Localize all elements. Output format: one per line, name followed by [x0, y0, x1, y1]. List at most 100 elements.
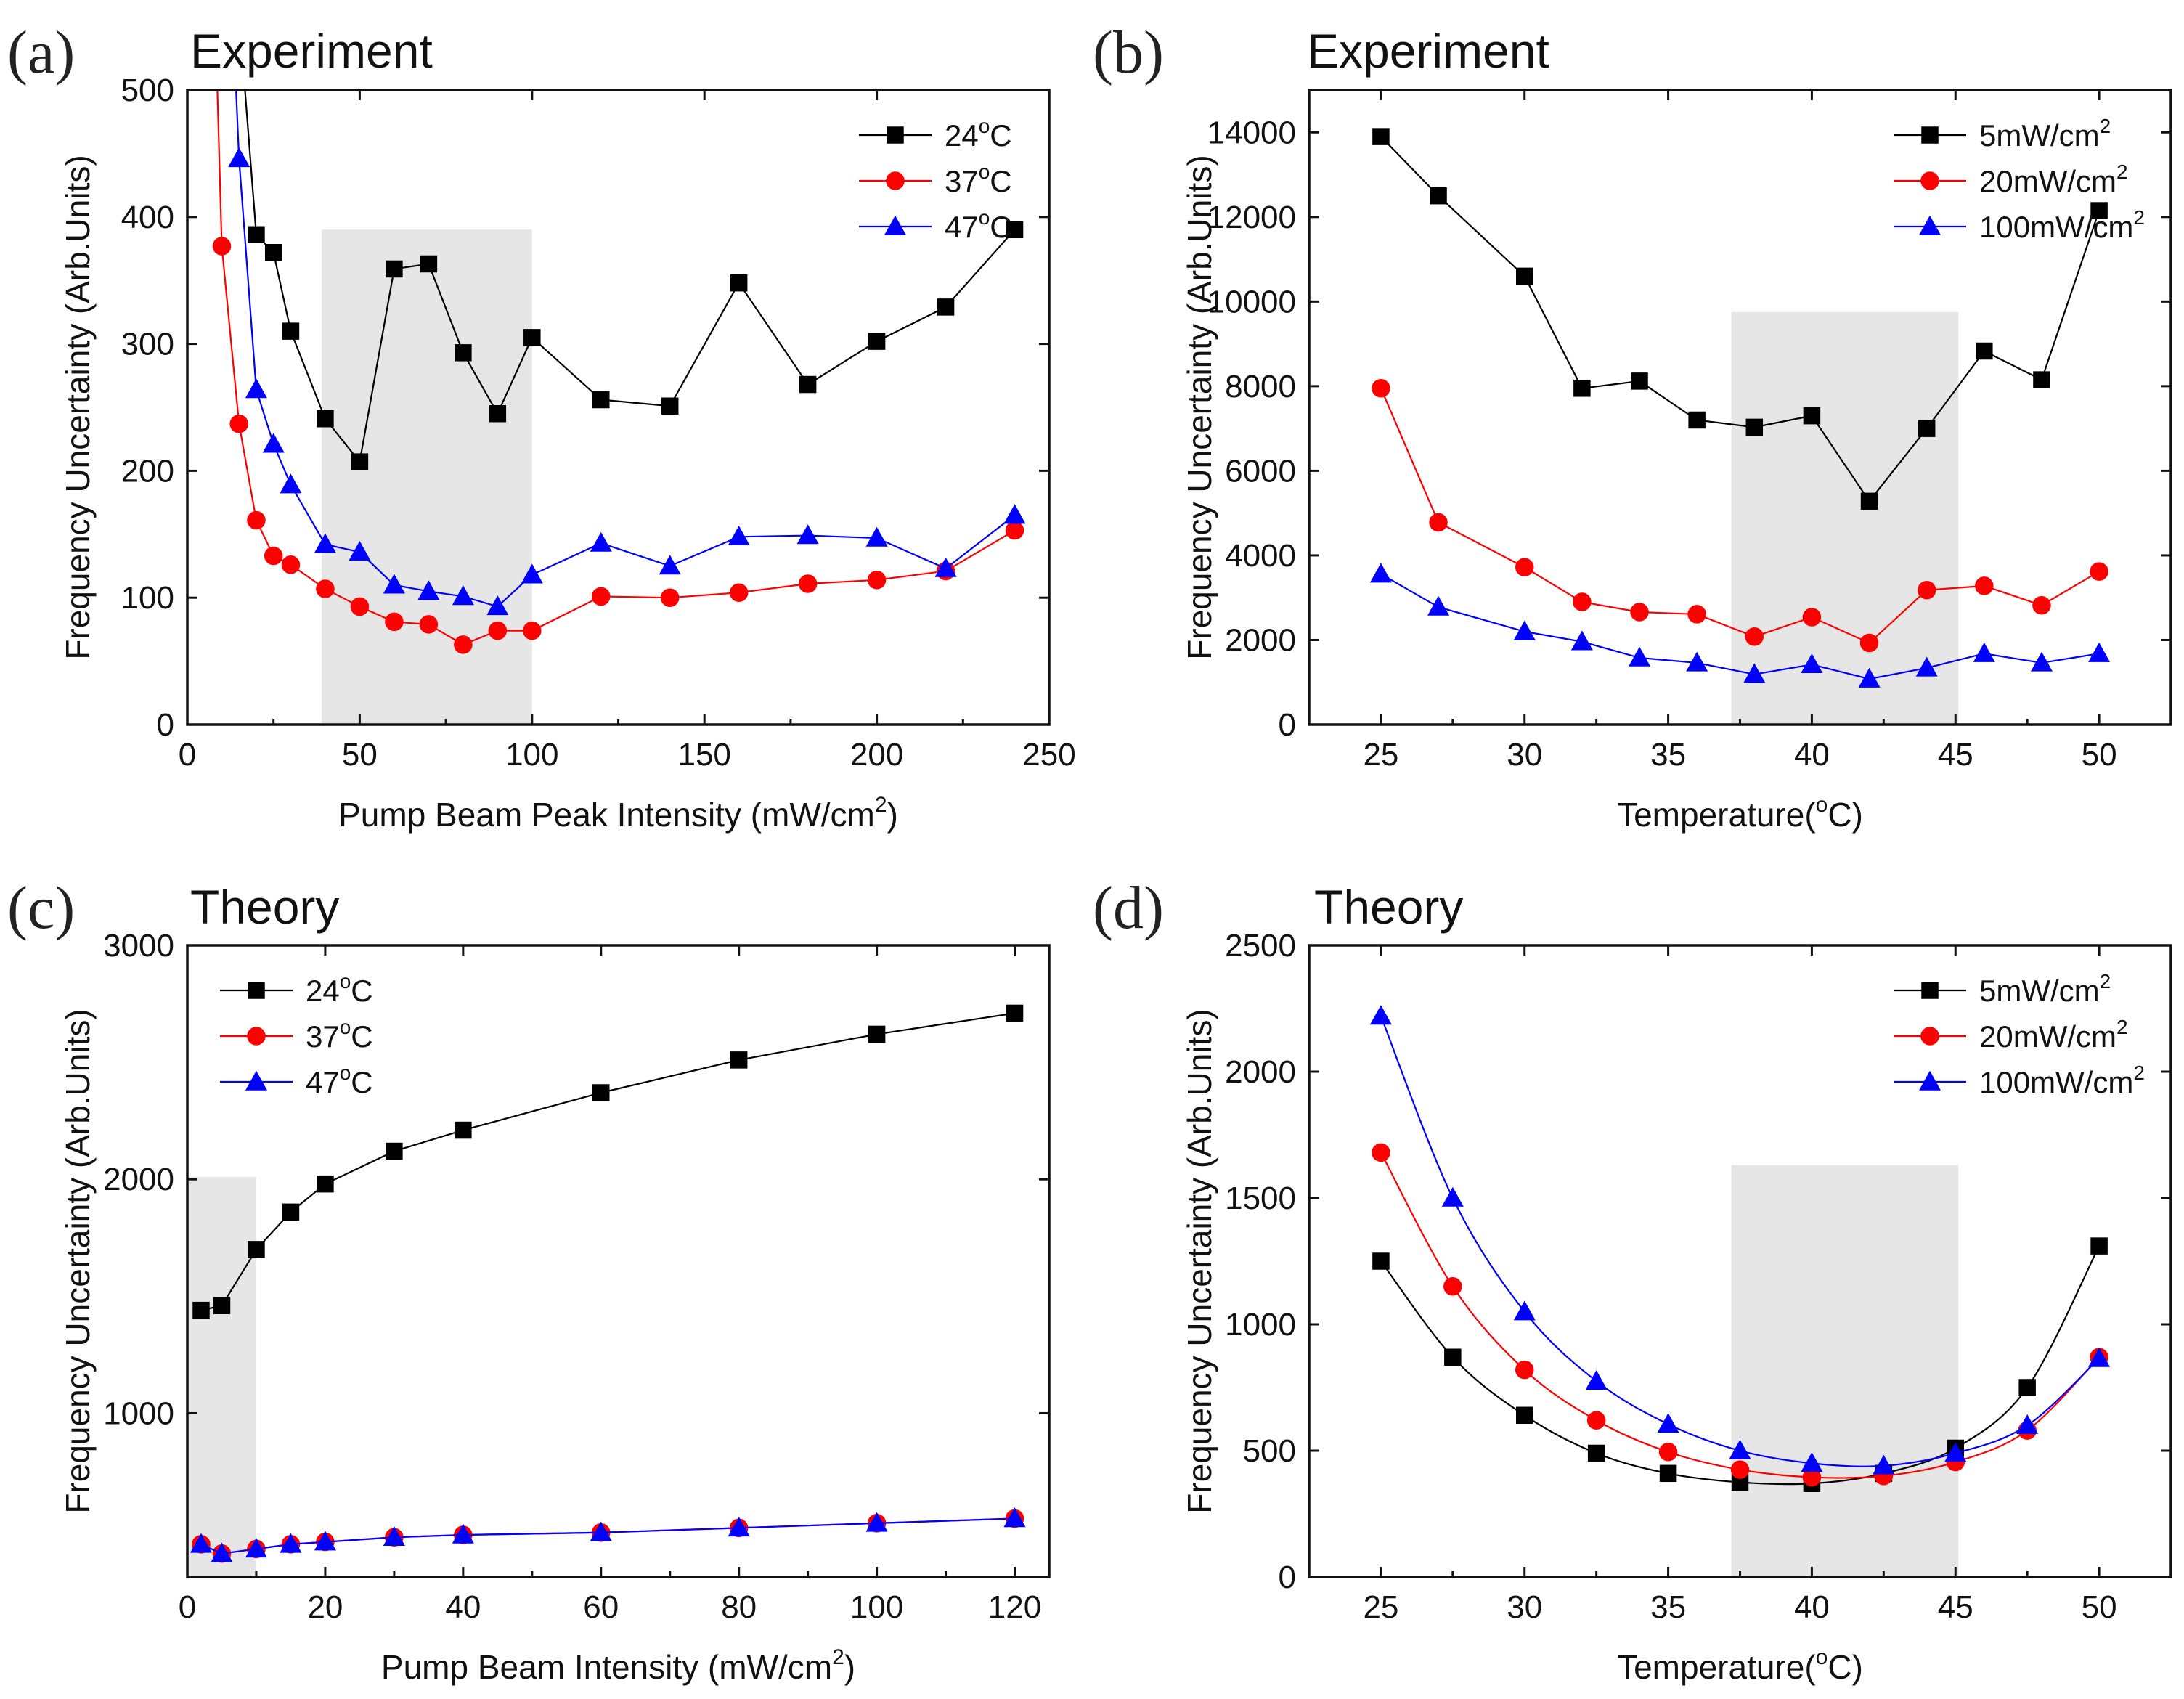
y-tick-label: 10000	[1207, 284, 1296, 319]
data-point	[1006, 221, 1024, 239]
y-tick-label: 6000	[1225, 453, 1296, 489]
data-point	[231, 6, 247, 22]
data-point	[592, 587, 611, 606]
data-point	[1570, 630, 1593, 651]
plot-frame	[186, 89, 1051, 726]
legend-marker	[1920, 1027, 1939, 1046]
x-axis-label: Pump Beam Intensity (mW/cm2)	[381, 1645, 855, 1686]
legend-entry: 5mW/cm2	[1979, 115, 2111, 152]
x-axis-label: Temperature(oC)	[1617, 1645, 1863, 1686]
data-point	[245, 378, 267, 399]
data-point	[523, 621, 542, 640]
data-point	[2088, 642, 2111, 662]
legend-entry: 37oC	[945, 160, 1012, 198]
plot-area	[212, 6, 1026, 654]
data-point	[1515, 558, 1534, 576]
y-tick-label: 3000	[103, 928, 174, 963]
data-point	[228, 147, 250, 168]
data-point	[452, 1523, 474, 1544]
data-point	[1429, 513, 1448, 532]
highlight-region	[1731, 311, 1959, 725]
data-point	[211, 1542, 233, 1562]
data-point	[2018, 1379, 2036, 1396]
legend-marker	[245, 1070, 268, 1091]
data-point	[281, 555, 301, 574]
data-point	[247, 510, 266, 530]
data-point	[2088, 1347, 2111, 1367]
plot-area	[1369, 1005, 2111, 1492]
y-tick-label: 2000	[1225, 1054, 1296, 1090]
data-point	[1745, 627, 1764, 646]
x-tick-label: 200	[850, 737, 903, 773]
panel-title: Experiment	[190, 24, 433, 78]
panel-c: (c) Theory 0 20 40 60 80 100 120 1000 2000 3000 Pump…	[7, 874, 1051, 1686]
series-line-24	[200, 1012, 1015, 1311]
data-point	[314, 533, 336, 553]
data-point	[282, 1203, 300, 1221]
y-axis-label: Frequency Uncertainty (Arb.Units)	[1181, 1009, 1218, 1513]
x-tick-label: 50	[2082, 1589, 2117, 1625]
data-point	[314, 1531, 336, 1551]
y-tick-label: 500	[1243, 1433, 1296, 1469]
panel-letter: (a)	[7, 19, 75, 86]
data-point	[1873, 1454, 1895, 1475]
series-line-20mwcm	[1380, 1152, 2100, 1479]
data-point	[417, 580, 440, 600]
data-point	[385, 612, 404, 632]
legend-entry: 20mW/cm2	[1979, 160, 2128, 198]
data-point	[1372, 1143, 1390, 1162]
data-point	[229, 414, 248, 433]
data-point	[486, 595, 509, 616]
x-axis-label: Temperature(oC)	[1617, 793, 1863, 834]
data-point	[1573, 380, 1591, 397]
data-point	[1441, 1186, 1464, 1207]
legend-marker	[1921, 982, 1939, 999]
legend-entry: 24oC	[945, 115, 1012, 152]
data-point	[868, 1025, 886, 1043]
x-tick-label: 100	[505, 737, 558, 773]
data-point	[1743, 663, 1766, 683]
data-point	[1573, 592, 1592, 611]
data-point	[452, 585, 474, 606]
panel-title: Theory	[190, 880, 339, 934]
x-tick-label: 0	[179, 1589, 196, 1625]
legend-marker	[248, 982, 265, 999]
x-tick-label: 45	[1938, 737, 1973, 773]
x-tick-label: 150	[677, 737, 730, 773]
x-tick-label: 20	[307, 1589, 343, 1625]
legend-entry: 37oC	[306, 1016, 373, 1054]
data-point	[1803, 407, 1821, 425]
data-point	[386, 1142, 403, 1160]
data-point	[1516, 267, 1533, 285]
data-point	[1427, 595, 1450, 616]
highlight-region	[187, 1177, 256, 1577]
data-point	[349, 540, 371, 561]
data-point	[1659, 1464, 1677, 1483]
data-point	[1686, 651, 1708, 672]
data-point	[1730, 1460, 1750, 1479]
data-point	[1443, 1277, 1462, 1296]
data-point	[1658, 1442, 1678, 1462]
legend-marker	[247, 1027, 266, 1046]
data-point	[2030, 651, 2053, 672]
data-point	[1003, 504, 1026, 524]
data-point	[1802, 608, 1822, 627]
legend-marker	[1921, 126, 1939, 144]
data-point	[728, 526, 750, 546]
y-tick-label: 0	[1279, 707, 1296, 743]
data-point	[728, 1517, 750, 1537]
data-point	[264, 546, 283, 566]
data-point	[489, 404, 507, 423]
y-tick-label: 300	[121, 327, 174, 362]
data-point	[316, 579, 335, 598]
legend-entry: 24oC	[306, 970, 373, 1008]
data-point	[729, 583, 749, 602]
data-point	[1915, 656, 1938, 677]
data-point	[1860, 492, 1878, 510]
data-point	[521, 563, 543, 584]
data-point	[248, 226, 265, 244]
data-point	[1369, 1005, 1392, 1025]
data-point	[867, 570, 887, 590]
data-point	[1372, 128, 1390, 145]
